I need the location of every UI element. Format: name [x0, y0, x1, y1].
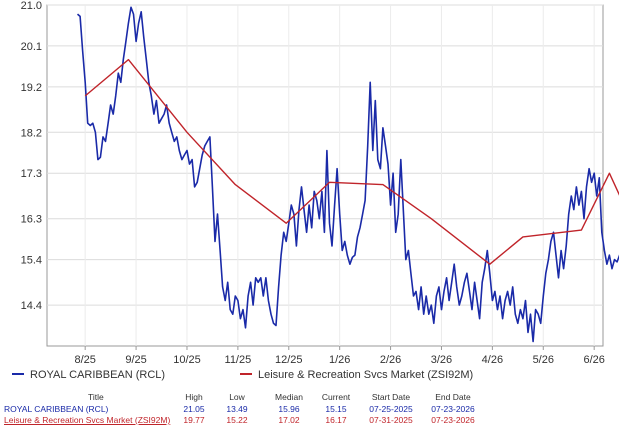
x-tick-label: 12/25 — [275, 354, 303, 366]
y-tick-label: 14.4 — [21, 300, 42, 312]
x-axis: 8/25 9/25 10/25 11/25 12/25 1/26 2/26 3/26 4/26 5… — [74, 346, 605, 366]
legend: ROYAL CARIBBEAN (RCL) Leisure & Recreatio… — [12, 369, 473, 381]
table-header-median: Median — [275, 392, 303, 402]
series-line-zsi92m — [84, 58, 619, 265]
y-axis: 21.0 20.1 19.2 18.2 17.3 16.3 15.4 14.4 — [21, 0, 42, 312]
plot-area — [46, 4, 604, 347]
series-layer — [76, 6, 619, 343]
table-header-current: Current — [321, 392, 351, 402]
y-tick-label: 15.4 — [21, 255, 42, 267]
table-cell-current: 16.17 — [325, 415, 347, 425]
table-cell-start-date: 07-31-2025 — [369, 415, 413, 425]
table-header-row: Title High Low Median Current Start Date… — [0, 392, 619, 403]
table-cell-end-date: 07-23-2026 — [431, 415, 475, 425]
table-row: ROYAL CARIBBEAN (RCL) 21.05 13.49 15.96 … — [0, 404, 619, 415]
table-cell-start-date: 07-25-2025 — [369, 404, 413, 414]
table-header-high: High — [185, 392, 203, 402]
table-header-end-date: End Date — [435, 392, 471, 402]
table-cell-median: 17.02 — [278, 415, 300, 425]
x-tick-label: 10/25 — [173, 354, 201, 366]
table-cell-low: 13.49 — [226, 404, 248, 414]
table-cell-end-date: 07-23-2026 — [431, 404, 475, 414]
table-header-start-date: Start Date — [371, 392, 411, 402]
y-tick-label: 20.1 — [21, 41, 42, 53]
table-cell-high: 19.77 — [183, 415, 205, 425]
legend-entry: ROYAL CARIBBEAN (RCL) — [30, 369, 165, 381]
x-tick-label: 4/26 — [482, 354, 503, 366]
table-header-title: Title — [88, 392, 104, 402]
table-cell-low: 15.22 — [226, 415, 248, 425]
y-tick-label: 18.2 — [21, 127, 42, 139]
legend-entry: Leisure & Recreation Svcs Market (ZSI92M… — [258, 369, 473, 381]
y-tick-label: 16.3 — [21, 214, 42, 226]
x-tick-label: 3/26 — [431, 354, 452, 366]
x-tick-label: 5/26 — [533, 354, 554, 366]
y-tick-label: 17.3 — [21, 168, 42, 180]
x-tick-label: 2/26 — [380, 354, 401, 366]
table-cell-title[interactable]: Leisure & Recreation Svcs Market (ZSI92M… — [4, 415, 171, 425]
y-tick-label: 19.2 — [21, 82, 42, 94]
x-tick-label: 8/25 — [74, 354, 95, 366]
x-tick-label: 1/26 — [329, 354, 350, 366]
table-cell-title: ROYAL CARIBBEAN (RCL) — [4, 404, 109, 414]
series-line-rcl — [76, 6, 619, 343]
y-tick-label: 21.0 — [21, 0, 42, 12]
table-cell-median: 15.96 — [278, 404, 300, 414]
table-cell-current: 15.15 — [325, 404, 347, 414]
table-row: Leisure & Recreation Svcs Market (ZSI92M… — [0, 415, 619, 426]
table-cell-high: 21.05 — [183, 404, 205, 414]
x-tick-label: 11/25 — [225, 354, 252, 366]
x-tick-label: 9/25 — [125, 354, 146, 366]
table-header-low: Low — [229, 392, 245, 402]
x-tick-label: 6/26 — [583, 354, 604, 366]
